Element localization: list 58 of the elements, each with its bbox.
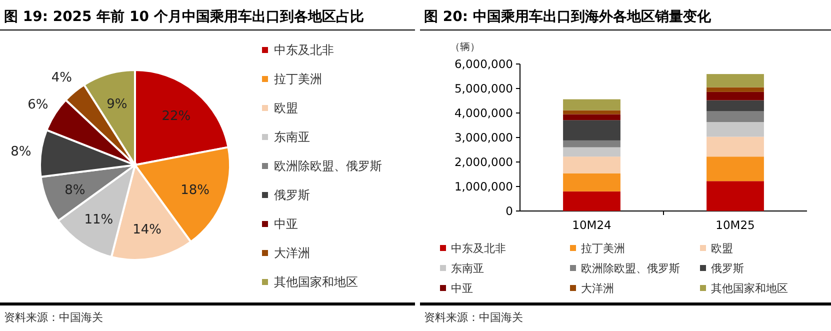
legend-label: 欧盟 bbox=[274, 101, 298, 115]
bar bbox=[563, 156, 620, 174]
data-label: 6% bbox=[28, 97, 48, 112]
bar bbox=[706, 111, 764, 122]
y-tick-label: 1,000,000 bbox=[454, 180, 513, 194]
bar bbox=[563, 99, 620, 110]
bar bbox=[706, 136, 764, 157]
bar bbox=[706, 156, 764, 182]
legend-label: 东南亚 bbox=[274, 130, 310, 144]
data-label: 8% bbox=[64, 182, 86, 198]
bar bbox=[706, 122, 764, 137]
bar bbox=[706, 74, 764, 88]
data-label: 4% bbox=[51, 70, 72, 86]
legend-label: 拉丁美洲 bbox=[581, 242, 625, 255]
legend-label: 其他国家和地区 bbox=[274, 275, 358, 289]
legend-label: 大洋洲 bbox=[274, 246, 310, 260]
data-label: 14% bbox=[132, 222, 162, 238]
bar bbox=[563, 120, 620, 140]
y-tick-label: 4,000,000 bbox=[454, 106, 513, 120]
bar bbox=[563, 173, 620, 192]
y-tick-label: 6,000,000 bbox=[454, 57, 513, 71]
bar bbox=[706, 181, 764, 211]
text: 资料来源：中国海关 bbox=[424, 311, 523, 324]
bar bbox=[563, 191, 620, 211]
legend-label: 中亚 bbox=[274, 217, 298, 231]
legend-label: 大洋洲 bbox=[581, 282, 614, 295]
legend-label: 东南亚 bbox=[451, 262, 484, 275]
y-tick-label: 5,000,000 bbox=[454, 82, 513, 96]
x-tick-label: 10M25 bbox=[716, 218, 755, 232]
legend-label: 欧盟 bbox=[711, 242, 733, 255]
x-tick-label: 10M24 bbox=[572, 218, 612, 232]
legend-label: 欧洲除欧盟、俄罗斯 bbox=[581, 262, 680, 275]
legend-label: 中亚 bbox=[451, 282, 473, 295]
legend-label: 中东及北非 bbox=[274, 43, 334, 57]
data-label: 22% bbox=[162, 109, 191, 124]
legend-label: 中东及北非 bbox=[451, 242, 506, 255]
bar bbox=[706, 92, 764, 100]
y-tick-label: 2,000,000 bbox=[454, 155, 513, 169]
bar bbox=[563, 140, 620, 148]
data-label: 8% bbox=[10, 144, 32, 160]
bar bbox=[563, 114, 620, 120]
data-label: 18% bbox=[180, 182, 210, 198]
data-label: 9% bbox=[106, 96, 128, 112]
y-tick-label: 0 bbox=[506, 204, 513, 218]
bar bbox=[563, 147, 620, 157]
y-axis-title: （辆） bbox=[450, 41, 480, 53]
legend-label: 其他国家和地区 bbox=[711, 282, 788, 295]
legend-label: 欧洲除欧盟、俄罗斯 bbox=[274, 159, 382, 173]
legend-label: 俄罗斯 bbox=[711, 262, 744, 275]
legend-label: 拉丁美洲 bbox=[274, 72, 322, 86]
y-tick-label: 3,000,000 bbox=[454, 130, 513, 144]
bar bbox=[706, 100, 764, 112]
legend-label: 俄罗斯 bbox=[274, 188, 310, 202]
bar bbox=[706, 87, 764, 92]
chart-title: 图 19: 2025 年前 10 个月中国乘用车出口到各地区占比 bbox=[4, 8, 364, 25]
chart-title: 图 20: 中国乘用车出口到海外各地区销量变化 bbox=[424, 8, 712, 25]
data-label: 11% bbox=[84, 212, 114, 228]
text: 资料来源：中国海关 bbox=[4, 311, 103, 324]
